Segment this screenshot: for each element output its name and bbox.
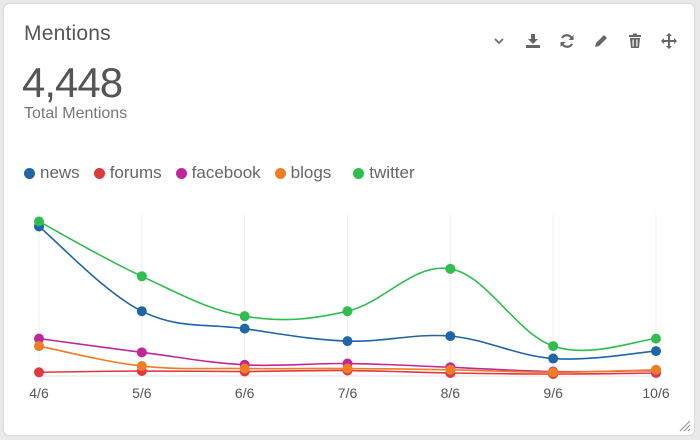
data-point-twitter xyxy=(651,333,661,344)
data-point-blogs xyxy=(136,361,147,372)
legend-item-news[interactable]: news xyxy=(24,163,80,183)
data-point-forums xyxy=(34,367,44,378)
data-point-news xyxy=(445,331,456,342)
data-point-twitter xyxy=(239,311,250,322)
download-icon[interactable] xyxy=(516,30,550,52)
legend-item-blogs[interactable]: blogs xyxy=(274,163,332,183)
legend-item-forums[interactable]: forums xyxy=(93,163,162,183)
legend-label: twitter xyxy=(369,163,415,182)
move-icon[interactable] xyxy=(652,30,686,52)
legend-dot xyxy=(353,167,365,179)
mentions-widget: Mentions 4,448 Total Mentions xyxy=(3,3,695,436)
refresh-icon[interactable] xyxy=(550,30,584,52)
x-tick-label: 10/6 xyxy=(642,385,669,401)
legend-label: blogs xyxy=(290,163,332,182)
resize-handle-icon[interactable] xyxy=(677,418,691,432)
legend-dot xyxy=(24,167,35,179)
data-point-blogs xyxy=(239,363,250,374)
total-mentions-value: 4,448 xyxy=(22,59,123,106)
data-point-news xyxy=(239,323,250,334)
data-point-twitter xyxy=(548,341,559,352)
widget-title: Mentions xyxy=(24,22,111,45)
legend-dot xyxy=(93,167,105,179)
data-point-news xyxy=(342,336,353,347)
chevron-down-icon[interactable] xyxy=(482,30,516,52)
mentions-line-chart: 4/6 5/6 6/6 7/6 8/6 9/6 10/6 xyxy=(29,214,670,401)
data-point-twitter xyxy=(34,216,44,227)
legend-label: facebook xyxy=(191,163,261,182)
edit-icon[interactable] xyxy=(584,30,618,52)
data-point-news xyxy=(136,306,147,317)
trash-icon[interactable] xyxy=(618,30,652,52)
x-tick-label: 5/6 xyxy=(132,385,152,401)
data-point-blogs xyxy=(651,364,661,375)
legend-label: news xyxy=(40,163,80,182)
chart-legend: news forums facebook blogs twitter xyxy=(24,163,429,183)
data-point-twitter xyxy=(445,263,456,274)
data-point-facebook xyxy=(136,347,147,358)
data-point-twitter xyxy=(136,271,147,282)
widget-toolbar xyxy=(482,30,686,52)
legend-dot xyxy=(274,167,286,179)
legend-dot xyxy=(175,167,187,179)
data-point-news xyxy=(651,346,661,357)
x-tick-label: 7/6 xyxy=(338,385,358,401)
data-point-blogs xyxy=(445,364,456,375)
x-tick-label: 8/6 xyxy=(441,385,461,401)
data-point-blogs xyxy=(548,367,559,378)
total-mentions-label: Total Mentions xyxy=(24,105,128,122)
data-point-blogs xyxy=(342,363,353,374)
data-point-facebook xyxy=(34,333,44,344)
legend-item-twitter[interactable]: twitter xyxy=(353,163,415,183)
legend-item-facebook[interactable]: facebook xyxy=(175,163,261,183)
data-point-blogs xyxy=(34,341,44,352)
x-tick-label: 4/6 xyxy=(29,385,49,401)
data-point-news xyxy=(548,353,559,364)
legend-label: forums xyxy=(109,163,162,182)
x-tick-label: 6/6 xyxy=(235,385,255,401)
data-point-twitter xyxy=(342,306,353,317)
x-tick-label: 9/6 xyxy=(543,385,563,401)
